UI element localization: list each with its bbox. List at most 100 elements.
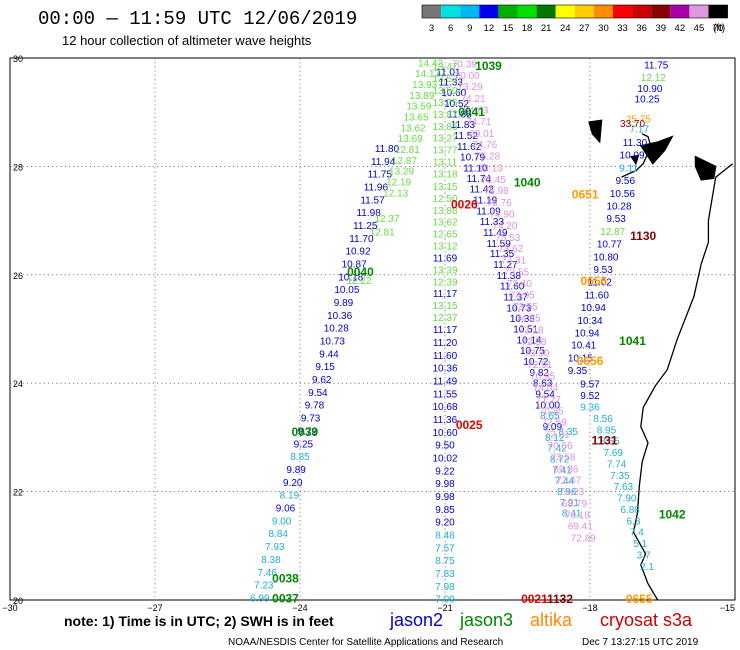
high-value-label: 72.91	[527, 360, 552, 371]
high-value-label: 75.98	[484, 186, 509, 197]
x-tick-label: −21	[437, 603, 452, 613]
jason2-value-label: 2.1	[640, 562, 654, 573]
jason3-value-label: 12.87	[392, 156, 417, 167]
high-value-label: 75.28	[475, 152, 500, 163]
jason2-value-label: 11.19	[473, 195, 498, 206]
jason3-value-label: 13.47	[432, 62, 457, 73]
jason3_passes-value-label: 0038	[272, 571, 299, 585]
jason3-value-label: 13.88	[432, 206, 457, 217]
legend-swatch	[708, 5, 728, 18]
jason2-value-label: 8.35	[559, 427, 579, 438]
jason3-value-label: 13.85	[432, 122, 457, 133]
jason3-value-label: 13.50	[432, 86, 457, 97]
legend-bin-label: 12	[484, 23, 495, 34]
jason3-value-label: 13.15	[432, 301, 457, 312]
jason2-value-label: 10.25	[635, 95, 660, 106]
jason2-value-label: 8.72	[550, 455, 570, 466]
jason2-value-label: 9.25	[294, 439, 314, 450]
jason3-value-label: 12.39	[432, 277, 457, 288]
jason2-value-label: 8.95	[597, 425, 617, 436]
high-value-label: 70.85	[539, 406, 564, 417]
jason2-value-label: 8.84	[269, 529, 289, 540]
jason2-value-label: 8.19	[280, 490, 300, 501]
jason2-value-label: 9.73	[301, 413, 321, 424]
jason2-value-label: 9.56	[616, 176, 636, 187]
jason2-value-label: 11.33	[480, 217, 505, 228]
jason2-value-label: 9.85	[435, 505, 455, 516]
legend-bin-label: 39	[655, 23, 666, 34]
jason2-value-label: 10.73	[506, 303, 531, 314]
high-value-label: 70.18	[565, 510, 590, 521]
jason2-value-label: 7.69	[603, 448, 623, 459]
high-value-label: 68.79	[562, 499, 587, 510]
jason2-value-label: 9.78	[305, 400, 325, 411]
jason2-value-label: 8.38	[261, 555, 281, 566]
high-value-label: 74.13	[478, 163, 503, 174]
high-value-label: 73.45	[481, 175, 506, 186]
jason3_passes-value-label: 1039	[475, 59, 502, 73]
legend-bin-label: 24	[560, 23, 571, 34]
jason3-value-label: 13.11	[433, 158, 458, 169]
altika-value-label: 0655	[626, 592, 653, 606]
jason2-value-label: 11.33	[439, 77, 464, 88]
jason2-value-label: 7.93	[265, 542, 285, 553]
high-value-label: 72.89	[571, 534, 596, 545]
jason2-value-label: 7.35	[610, 471, 630, 482]
x-tick-label: −27	[147, 603, 162, 613]
jason2-value-label: 11.94	[371, 157, 396, 168]
legend-swatch	[536, 5, 556, 18]
jason2-value-label: 7.44	[555, 476, 575, 487]
jason2-value-label: 7.46	[257, 568, 277, 579]
y-tick-label: 30	[13, 54, 23, 64]
island-shape	[694, 155, 717, 181]
legend-swatch	[422, 5, 442, 18]
jason3-value-label: 13.29	[389, 167, 414, 178]
jason3-value-label: 11.17	[433, 289, 458, 300]
jason2-value-label: 9.89	[334, 298, 354, 309]
jason2-value-label: 10.56	[610, 189, 635, 200]
jason2-value-label: 9.98	[435, 492, 455, 503]
high-value-label: 74.71	[466, 117, 491, 128]
jason2-value-label: 12.87	[600, 227, 625, 238]
high-value-label: 74.04	[533, 383, 558, 394]
coastline	[632, 163, 734, 601]
high-value-label: 74.76	[472, 140, 497, 151]
jason2-value-label: 9.20	[435, 517, 455, 528]
jason2-value-label: 7.74	[607, 459, 627, 470]
jason3_passes-value-label: 0037	[272, 591, 299, 605]
cryosat-value-label: 0021	[521, 592, 548, 606]
jason2-value-label: 9.22	[435, 466, 455, 477]
legend-swatch	[555, 5, 575, 18]
jason2-value-label: 11.70	[349, 234, 374, 245]
altika-value-label: 0656	[577, 354, 604, 368]
jason2-value-label: 7.90	[617, 494, 637, 505]
wave-height-color-scale: 3 6 9 12 15 18 21 24 27 30 33 36 39 42 45 70	[421, 4, 728, 34]
jason2-value-label: 10.02	[432, 453, 457, 464]
jason2-value-label: 10.72	[523, 357, 548, 368]
jason2-value-label: 7.57	[435, 543, 455, 554]
jason2-value-label: 7.42	[547, 444, 567, 455]
jason2-value-label: 3.7	[637, 550, 651, 561]
jason2-value-label: 9.44	[319, 349, 339, 360]
footer-note: note: 1) Time is in UTC; 2) SWH is in fe…	[64, 613, 334, 629]
high-value-label: 75.76	[487, 198, 512, 209]
jason2-value-label: 10.36	[432, 363, 457, 374]
legend-bin-label: 70	[713, 23, 724, 34]
jason2-value-label: 7.23	[254, 580, 274, 591]
jason3-value-label: 12.81	[370, 227, 395, 238]
jason2-value-label: 10.52	[444, 99, 469, 110]
jason3_passes-value-label: 0041	[458, 105, 485, 119]
satellite-legend-jason2: jason2	[389, 610, 443, 630]
jason2-value-label: 11.83	[451, 120, 476, 131]
jason2-value-label: 8.48	[435, 530, 455, 541]
jason2-value-label: 10.80	[593, 252, 618, 263]
jason2-value-label: 8.75	[435, 556, 455, 567]
jason2-value-label: 9.36	[580, 403, 600, 414]
high-value-label: 73.40	[507, 279, 532, 290]
legend-bin-label: 45	[694, 23, 705, 34]
jason2-value-label: 11.10	[463, 163, 488, 174]
jason2-value-label: 10.34	[577, 316, 602, 327]
jason2-value-label: 11.09	[476, 206, 501, 217]
jason2-value-label: 10.87	[342, 259, 367, 270]
